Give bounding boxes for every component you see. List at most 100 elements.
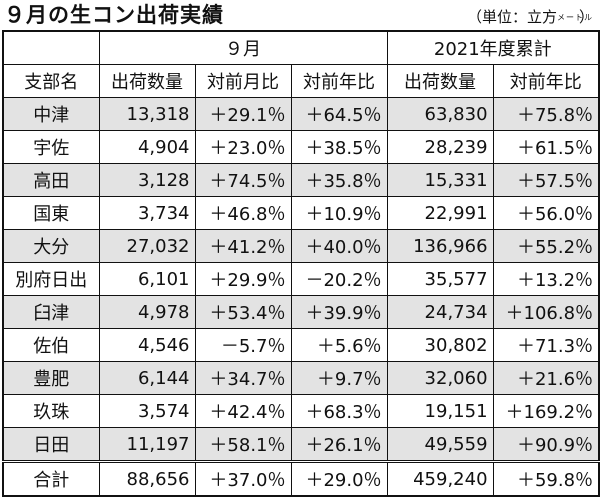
- unit-suffix: ）: [578, 8, 594, 26]
- yoy-ratio-cell: －20.2％: [290, 262, 388, 296]
- unit-small: メートル: [556, 12, 593, 22]
- mom-ratio-cell: ＋74.5％: [194, 163, 292, 197]
- branch-name-cell: 臼津: [2, 295, 100, 329]
- ytd-qty-cell: 459,240: [386, 460, 494, 497]
- header-corner: [2, 30, 100, 65]
- shipment-qty-cell: 3,574: [98, 394, 196, 428]
- shipment-qty-cell: 3,734: [98, 196, 196, 230]
- shipment-qty-cell: 4,978: [98, 295, 196, 329]
- ytd-qty-cell: 15,331: [386, 163, 494, 197]
- ytd-qty-cell: 24,734: [386, 295, 494, 329]
- yoy-ratio-cell: ＋10.9％: [290, 196, 388, 230]
- total-row: 合計 88,656 ＋37.0％ ＋29.0％ 459,240 ＋59.8％: [2, 460, 600, 497]
- yoy-ratio-cell: ＋64.5％: [290, 97, 388, 131]
- ytd-yoy-ratio-cell: ＋56.0％: [492, 196, 600, 230]
- ytd-qty-cell: 136,966: [386, 229, 494, 263]
- yoy-ratio-cell: ＋38.5％: [290, 130, 388, 164]
- unit-prefix: （単位：立方: [466, 8, 557, 26]
- mom-ratio-cell: ＋42.4％: [194, 394, 292, 428]
- table-row: 日田 11,197 ＋58.1％ ＋26.1％ 49,559 ＋90.9％: [2, 427, 600, 462]
- header-group-month: ９月: [98, 30, 388, 65]
- ytd-yoy-ratio-cell: ＋75.8％: [492, 97, 600, 131]
- branch-name-cell: 高田: [2, 163, 100, 197]
- ytd-qty-cell: 22,991: [386, 196, 494, 230]
- ytd-qty-cell: 63,830: [386, 97, 494, 131]
- ytd-qty-cell: 35,577: [386, 262, 494, 296]
- table-row: 佐伯 4,546 －5.7％ ＋5.6％ 30,802 ＋71.3％: [2, 328, 600, 362]
- header-row-group: ９月 2021年度累計: [2, 30, 600, 65]
- column-header: 支部名: [2, 64, 100, 98]
- mom-ratio-cell: ＋23.0％: [194, 130, 292, 164]
- unit-note: （単位：立方メートル）: [467, 8, 594, 26]
- branch-name-cell: 玖珠: [2, 394, 100, 428]
- yoy-ratio-cell: ＋68.3％: [290, 394, 388, 428]
- shipment-qty-cell: 88,656: [98, 460, 196, 497]
- mom-ratio-cell: ＋37.0％: [194, 460, 292, 497]
- ytd-yoy-ratio-cell: ＋59.8％: [492, 460, 600, 497]
- mom-ratio-cell: ＋58.1％: [194, 427, 292, 462]
- column-header: 対前月比: [194, 64, 292, 98]
- branch-name-cell: 合計: [2, 460, 100, 497]
- yoy-ratio-cell: ＋39.9％: [290, 295, 388, 329]
- branch-name-cell: 国東: [2, 196, 100, 230]
- shipment-table: ９月 2021年度累計 支部名 出荷数量 対前月比 対前年比 出荷数量 対前年比…: [2, 30, 600, 497]
- ytd-yoy-ratio-cell: ＋106.8％: [492, 295, 600, 329]
- yoy-ratio-cell: ＋26.1％: [290, 427, 388, 462]
- ytd-yoy-ratio-cell: ＋71.3％: [492, 328, 600, 362]
- ytd-yoy-ratio-cell: ＋90.9％: [492, 427, 600, 462]
- ytd-qty-cell: 28,239: [386, 130, 494, 164]
- yoy-ratio-cell: ＋35.8％: [290, 163, 388, 197]
- yoy-ratio-cell: ＋5.6％: [290, 328, 388, 362]
- shipment-qty-cell: 27,032: [98, 229, 196, 263]
- table-row: 宇佐 4,904 ＋23.0％ ＋38.5％ 28,239 ＋61.5％: [2, 130, 600, 164]
- branch-name-cell: 大分: [2, 229, 100, 263]
- table-row: 豊肥 6,144 ＋34.7％ ＋9.7％ 32,060 ＋21.6％: [2, 361, 600, 395]
- ytd-qty-cell: 19,151: [386, 394, 494, 428]
- branch-name-cell: 中津: [2, 97, 100, 131]
- table-row: 高田 3,128 ＋74.5％ ＋35.8％ 15,331 ＋57.5％: [2, 163, 600, 197]
- ytd-yoy-ratio-cell: ＋61.5％: [492, 130, 600, 164]
- shipment-qty-cell: 13,318: [98, 97, 196, 131]
- header-group-ytd: 2021年度累計: [386, 30, 600, 65]
- ytd-qty-cell: 30,802: [386, 328, 494, 362]
- mom-ratio-cell: ＋34.7％: [194, 361, 292, 395]
- ytd-qty-cell: 32,060: [386, 361, 494, 395]
- mom-ratio-cell: ＋46.8％: [194, 196, 292, 230]
- yoy-ratio-cell: ＋40.0％: [290, 229, 388, 263]
- table-row: 臼津 4,978 ＋53.4％ ＋39.9％ 24,734 ＋106.8％: [2, 295, 600, 329]
- shipment-qty-cell: 4,904: [98, 130, 196, 164]
- table-row: 国東 3,734 ＋46.8％ ＋10.9％ 22,991 ＋56.0％: [2, 196, 600, 230]
- shipment-qty-cell: 11,197: [98, 427, 196, 462]
- branch-name-cell: 佐伯: [2, 328, 100, 362]
- mom-ratio-cell: ＋29.1％: [194, 97, 292, 131]
- mom-ratio-cell: ＋41.2％: [194, 229, 292, 263]
- table-row: 中津 13,318 ＋29.1％ ＋64.5％ 63,830 ＋75.8％: [2, 97, 600, 131]
- mom-ratio-cell: ＋53.4％: [194, 295, 292, 329]
- mom-ratio-cell: ＋29.9％: [194, 262, 292, 296]
- column-header: 出荷数量: [98, 64, 196, 98]
- header-row-columns: 支部名 出荷数量 対前月比 対前年比 出荷数量 対前年比: [2, 64, 600, 98]
- branch-name-cell: 別府日出: [2, 262, 100, 296]
- column-header: 対前年比: [492, 64, 600, 98]
- mom-ratio-cell: －5.7％: [194, 328, 292, 362]
- branch-name-cell: 日田: [2, 427, 100, 462]
- ytd-yoy-ratio-cell: ＋169.2％: [492, 394, 600, 428]
- shipment-qty-cell: 6,101: [98, 262, 196, 296]
- branch-name-cell: 宇佐: [2, 130, 100, 164]
- ytd-qty-cell: 49,559: [386, 427, 494, 462]
- table-row: 大分 27,032 ＋41.2％ ＋40.0％ 136,966 ＋55.2％: [2, 229, 600, 263]
- yoy-ratio-cell: ＋29.0％: [290, 460, 388, 497]
- table-row: 玖珠 3,574 ＋42.4％ ＋68.3％ 19,151 ＋169.2％: [2, 394, 600, 428]
- page-title: ９月の生コン出荷実績: [4, 3, 224, 27]
- table-row: 別府日出 6,101 ＋29.9％ －20.2％ 35,577 ＋13.2％: [2, 262, 600, 296]
- column-header: 出荷数量: [386, 64, 494, 98]
- shipment-qty-cell: 4,546: [98, 328, 196, 362]
- ytd-yoy-ratio-cell: ＋55.2％: [492, 229, 600, 263]
- branch-name-cell: 豊肥: [2, 361, 100, 395]
- column-header: 対前年比: [290, 64, 388, 98]
- yoy-ratio-cell: ＋9.7％: [290, 361, 388, 395]
- ytd-yoy-ratio-cell: ＋13.2％: [492, 262, 600, 296]
- shipment-qty-cell: 3,128: [98, 163, 196, 197]
- ytd-yoy-ratio-cell: ＋57.5％: [492, 163, 600, 197]
- shipment-qty-cell: 6,144: [98, 361, 196, 395]
